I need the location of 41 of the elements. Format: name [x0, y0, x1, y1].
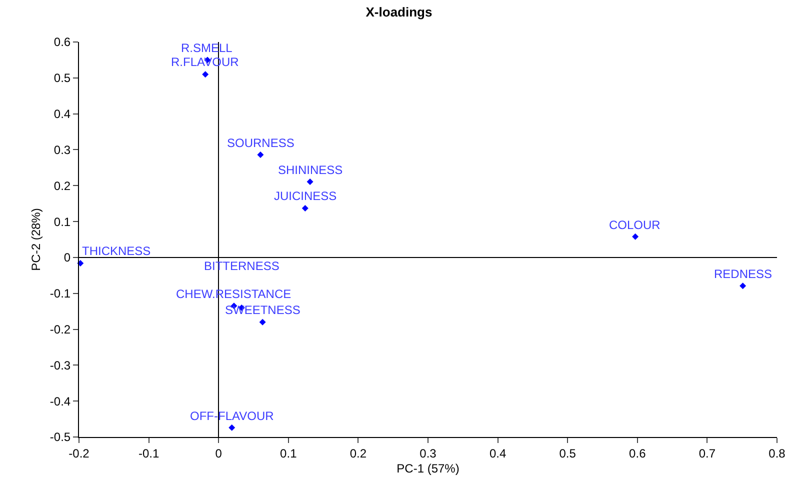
x-tick-label: 0.4: [489, 446, 506, 460]
x-tick-label: 0.2: [350, 446, 367, 460]
x-tick-label: 0.1: [280, 446, 298, 460]
point: [257, 152, 264, 158]
point: [632, 233, 639, 240]
y-tick-label: -0.5: [50, 430, 71, 444]
y-tick-label: 0.4: [54, 107, 71, 122]
x-tick-label: 0.3: [420, 446, 437, 460]
annotation: JUICINESS: [274, 189, 337, 203]
annotation: SWEETNESS: [225, 303, 300, 317]
x-axis-title: PC-1 (57%): [396, 461, 460, 476]
x-tick-label: -0.1: [138, 446, 160, 460]
x-tick-label: 0.8: [768, 446, 786, 460]
annotation: THICKNESS: [82, 244, 151, 258]
y-tick-label: -0.1: [50, 286, 71, 301]
annotation: SHININESS: [278, 163, 343, 177]
annotation: COLOUR: [609, 218, 661, 232]
x-tick-label: 0.5: [559, 446, 576, 460]
point: [740, 282, 746, 290]
annotation: SOURNESS: [227, 136, 294, 150]
x-tick-label: 0.6: [629, 446, 646, 460]
x-tick-label: -0.2: [68, 446, 90, 460]
annotation: REDNESS: [714, 267, 772, 281]
point: [259, 318, 266, 326]
y-tick-label: 0: [64, 250, 71, 265]
point: [228, 424, 236, 431]
y-tick-label: -0.3: [50, 358, 71, 372]
y-axis-title: PC-2 (28%): [29, 208, 44, 271]
y-tick-label: 0.1: [54, 214, 71, 229]
x-tick-label: 0: [215, 446, 222, 460]
chart-title: X-loadings: [366, 4, 432, 20]
y-tick-label: -0.4: [50, 394, 71, 408]
y-tick-label: 0.3: [54, 142, 71, 157]
y-tick-label: 0.5: [54, 71, 71, 86]
point: [202, 71, 209, 78]
y-tick-label: 0.2: [54, 178, 71, 193]
point: [302, 205, 308, 212]
x-tick-label: 0.7: [698, 446, 716, 460]
y-tick-label: 0.6: [54, 35, 71, 50]
point: [306, 178, 314, 185]
y-tick-label: -0.2: [50, 322, 71, 336]
